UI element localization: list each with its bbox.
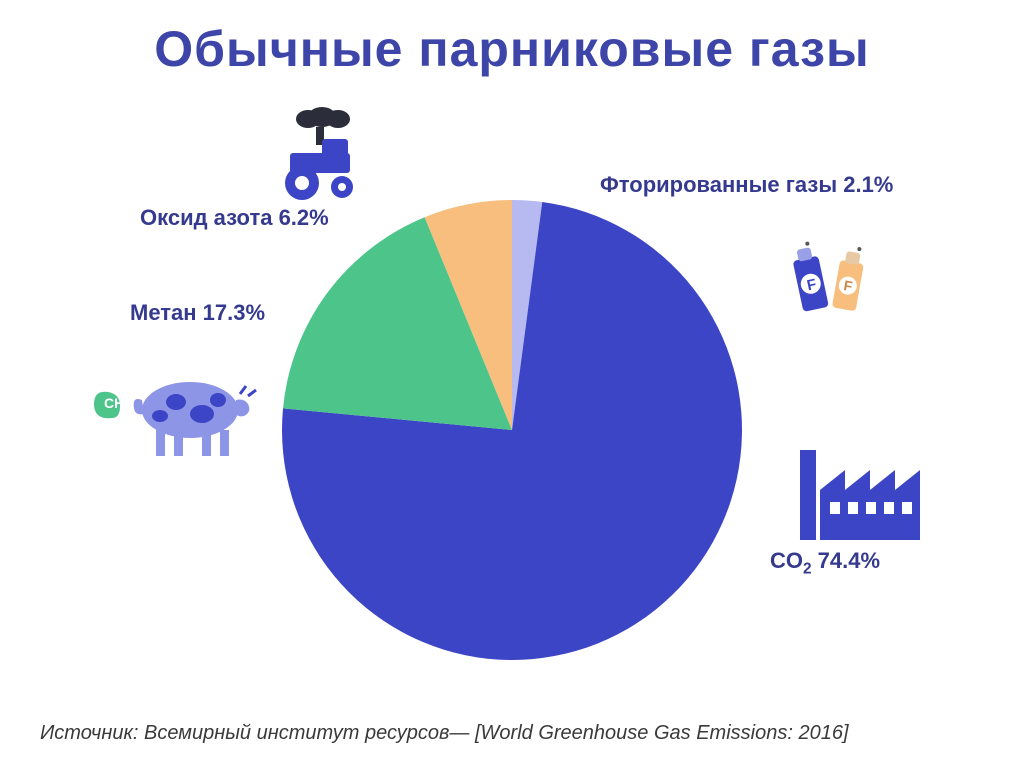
svg-text:CH: CH	[104, 395, 124, 411]
label-methane: Метан 17.3%	[130, 300, 265, 326]
svg-text:4: 4	[123, 404, 129, 415]
source-text: Источник: Всемирный институт ресурсов— […	[40, 722, 849, 745]
label-co2: CO2 74.4%	[770, 548, 880, 578]
label-n2o: Оксид азота 6.2%	[140, 205, 329, 231]
tractor-icon	[260, 105, 380, 205]
spray-cans-icon: F F	[780, 240, 890, 330]
factory-icon	[790, 440, 930, 550]
label-fluorinated: Фторированные газы 2.1%	[600, 172, 893, 198]
cow-icon: CH 4	[90, 350, 270, 470]
